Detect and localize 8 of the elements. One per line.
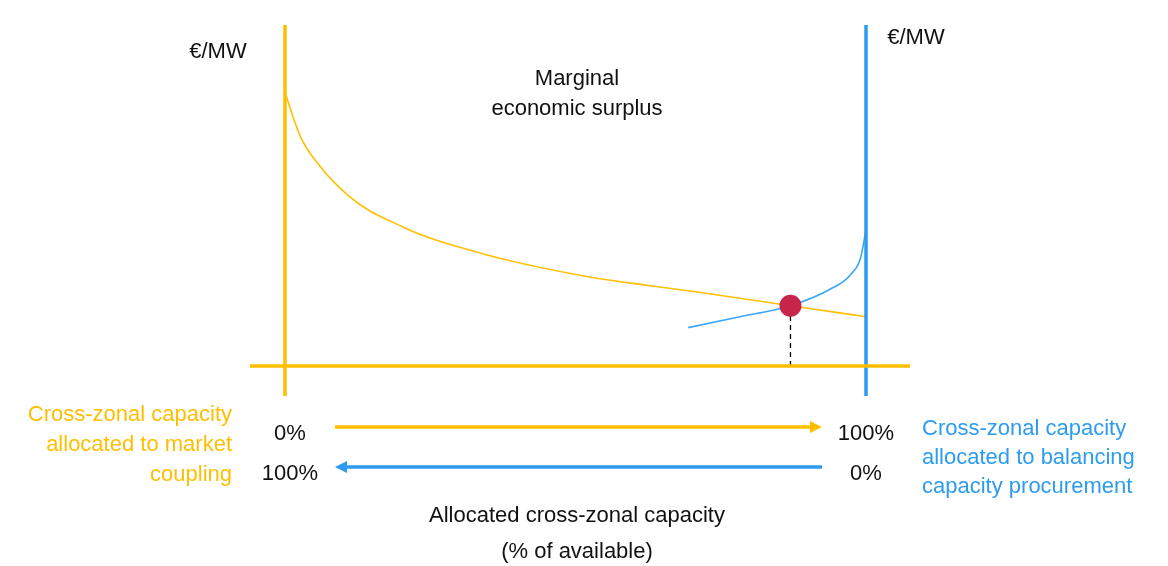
x2-axis-title: Cross-zonal capacity allocated to balancing capacity procurement [922,415,1135,498]
annotation: Marginal economic surplus [491,65,663,120]
x2-tick-label: 0% [850,460,882,485]
y2-axis-title: €/MW [887,24,945,49]
x-axis-title: Cross-zonal capacity allocated to market coupling [27,401,232,486]
x2-tick-label: 100% [261,460,319,485]
y-axis-title: €/MW [189,38,247,63]
text: Allocated cross-zonal capacity (% of available) [429,502,725,563]
